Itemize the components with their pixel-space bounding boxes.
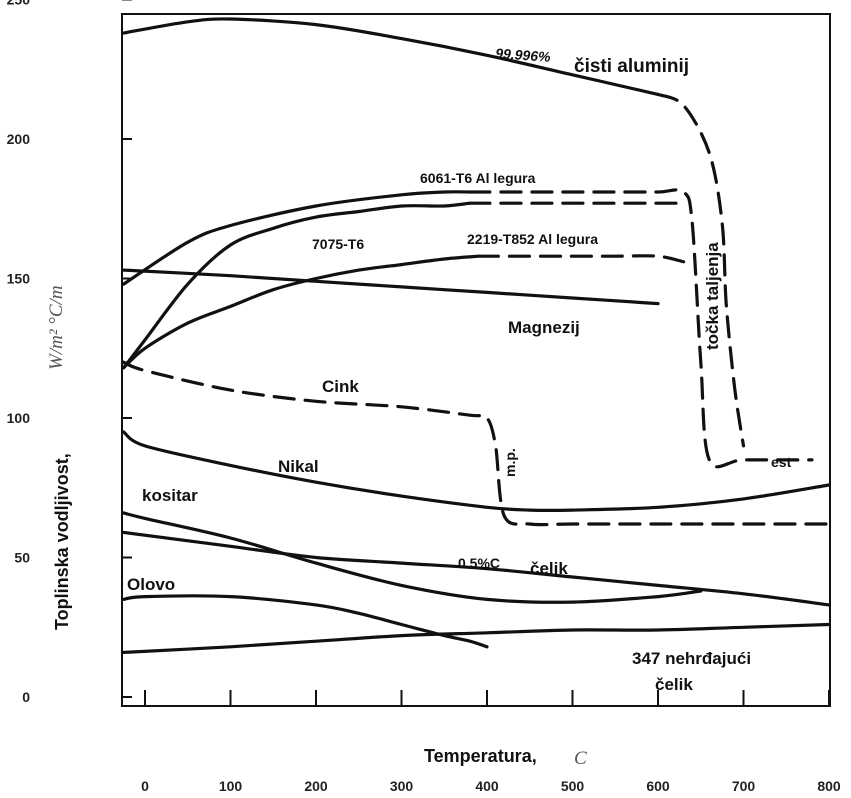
label-mp: m.p. bbox=[502, 448, 518, 477]
y-tick-label: 150 bbox=[7, 271, 31, 287]
x-tick-label: 300 bbox=[390, 778, 414, 794]
label-al6061: 6061-T6 Al legura bbox=[420, 170, 536, 186]
label-al2219: 2219-T852 Al legura bbox=[467, 231, 598, 247]
x-axis-unit: C bbox=[574, 748, 587, 769]
label-cink: Cink bbox=[322, 377, 359, 396]
y-tick-label: 250 bbox=[7, 0, 31, 8]
series-line-0-5-c-elik bbox=[122, 530, 831, 607]
x-tick-label: 400 bbox=[475, 778, 499, 794]
series-line-7075-t6 bbox=[122, 201, 472, 370]
x-tick-label: 500 bbox=[561, 778, 585, 794]
x-axis-title: Temperatura, bbox=[424, 746, 537, 766]
series-line-6061-t6-al-legura-dashed bbox=[468, 188, 814, 469]
series-line-6061-t6-al-legura bbox=[122, 190, 472, 286]
series-line-cink-dashed bbox=[122, 360, 831, 527]
label-celik: čelik bbox=[530, 559, 568, 578]
x-tick-label: 800 bbox=[817, 778, 841, 794]
y-axis-title: Toplinska vodljivost, bbox=[52, 453, 72, 630]
series-line-olovo bbox=[122, 594, 489, 649]
x-tick-label: 700 bbox=[732, 778, 756, 794]
label-pure-al-percent: 99.996% bbox=[495, 45, 552, 65]
label-pure-al-name: čisti aluminij bbox=[574, 56, 689, 77]
label-al7075: 7075-T6 bbox=[312, 236, 364, 252]
y-tick-label: 100 bbox=[7, 410, 31, 426]
label-tocka-taljenja: točka taljenja bbox=[703, 242, 722, 350]
label-kositar: kositar bbox=[142, 486, 198, 505]
x-tick-label: 600 bbox=[646, 778, 670, 794]
series-curves bbox=[122, 17, 831, 654]
series-line-kositar bbox=[122, 511, 703, 604]
label-olovo: Olovo bbox=[127, 575, 175, 594]
y-axis-unit: W/m² °C/m bbox=[46, 285, 67, 370]
label-nikal: Nikal bbox=[278, 457, 319, 476]
y-tick-label: 0 bbox=[22, 689, 30, 705]
series-line-99-996-isti-aluminij bbox=[122, 17, 660, 96]
label-celik-c: 0.5%C bbox=[458, 555, 500, 571]
series-line-2219-t852-al-legura-dashed bbox=[476, 254, 686, 264]
y-tick-label: 200 bbox=[7, 131, 31, 147]
x-axis-ticks: 0 100 200 300 400 500 600 700 800 bbox=[141, 690, 841, 794]
label-est: est bbox=[771, 454, 792, 470]
label-magnezij: Magnezij bbox=[508, 318, 580, 337]
x-tick-label: 100 bbox=[219, 778, 243, 794]
label-nehrdjajuci-celik: čelik bbox=[655, 675, 693, 694]
plot-frame bbox=[121, 13, 831, 707]
series-line-nikal bbox=[122, 430, 831, 512]
x-tick-label: 200 bbox=[304, 778, 328, 794]
label-nehrdjajuci: 347 nehrđajući bbox=[632, 649, 751, 668]
y-tick-label: 50 bbox=[14, 550, 30, 566]
series-line-magnezij bbox=[122, 268, 660, 306]
x-tick-label: 0 bbox=[141, 778, 149, 794]
y-axis-ticks: 0 50 100 150 200 250 bbox=[7, 0, 132, 705]
series-line-99-996-isti-aluminij-dashed bbox=[656, 92, 746, 448]
series-line-347-nehr-aju-i-elik bbox=[122, 622, 831, 654]
series-line-2219-t852-al-legura bbox=[122, 254, 480, 370]
